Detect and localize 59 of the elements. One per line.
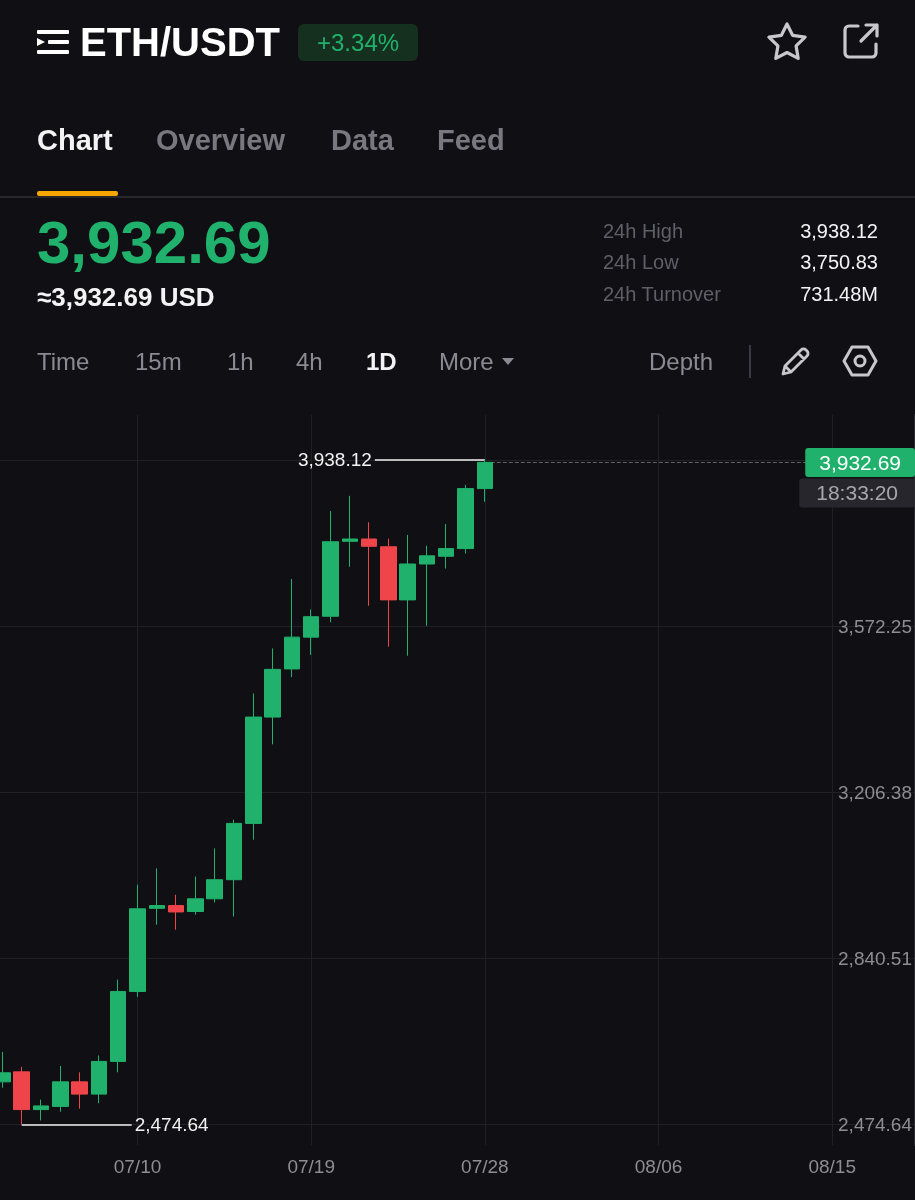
text: 24h Low (603, 250, 679, 274)
x-tick-label: 07/10 (113, 1156, 162, 1177)
candlestick (52, 1065, 69, 1113)
candlestick (71, 1071, 88, 1110)
candlestick (264, 647, 281, 745)
text: 731.48M (800, 282, 878, 306)
candlestick (438, 523, 454, 570)
candlestick (361, 521, 377, 607)
text: More (439, 346, 494, 376)
ref-line-label: 3,932.69 (819, 450, 901, 474)
candlestick (303, 608, 319, 656)
y-tick-label: 3,572.25 (838, 615, 912, 637)
candlestick (13, 1066, 30, 1126)
candlestick (33, 1099, 49, 1121)
candlestick (342, 495, 358, 568)
y-tick-label: 3,206.38 (838, 781, 912, 803)
text: 24h Turnover (603, 282, 721, 306)
annotation: 3,938.12 (297, 449, 372, 471)
candlestick (91, 1055, 107, 1104)
candlestick (129, 884, 146, 998)
chart-title: ETH/USDT (80, 19, 280, 66)
candlestick (149, 867, 165, 926)
candlestick (419, 545, 435, 627)
candlestick (206, 847, 223, 903)
text: Depth (649, 346, 714, 376)
text: +3.34% (298, 23, 419, 61)
candlestick (110, 979, 126, 1073)
text: Time (37, 346, 90, 376)
text: ≈3,932.69 USD (37, 281, 215, 313)
candlestick (399, 534, 416, 657)
candlestick (187, 876, 204, 916)
text: 4h (296, 346, 323, 376)
text: 24h High (603, 219, 684, 243)
x-tick-label: 07/28 (461, 1156, 509, 1177)
annotation: 18:33:20 (816, 481, 899, 505)
candlestick (226, 819, 242, 918)
text: Feed (437, 122, 505, 158)
candlestick (168, 894, 184, 931)
x-tick-label: 08/15 (808, 1156, 856, 1177)
text: Chart (37, 122, 113, 158)
text: 3,750.83 (800, 250, 878, 274)
y-tick-label: 2,840.51 (838, 948, 912, 970)
y-tick-label: 2,474.64 (838, 1114, 913, 1136)
candlestick (284, 578, 300, 678)
text: 3,938.12 (800, 219, 878, 243)
candlestick (322, 510, 339, 623)
candlestick (245, 692, 262, 841)
text: 1h (227, 346, 254, 376)
candlestick (380, 538, 397, 648)
x-tick-label: 08/06 (634, 1156, 683, 1177)
text: 1D (366, 346, 397, 376)
text: Overview (156, 122, 285, 158)
candlestick (457, 484, 474, 555)
text: 3,932.69 (37, 208, 271, 278)
text: 15m (135, 346, 182, 376)
annotation: 2,474.64 (134, 1114, 210, 1136)
text: Data (331, 122, 394, 158)
candlestick (477, 459, 493, 503)
x-tick-label: 07/19 (287, 1156, 335, 1177)
